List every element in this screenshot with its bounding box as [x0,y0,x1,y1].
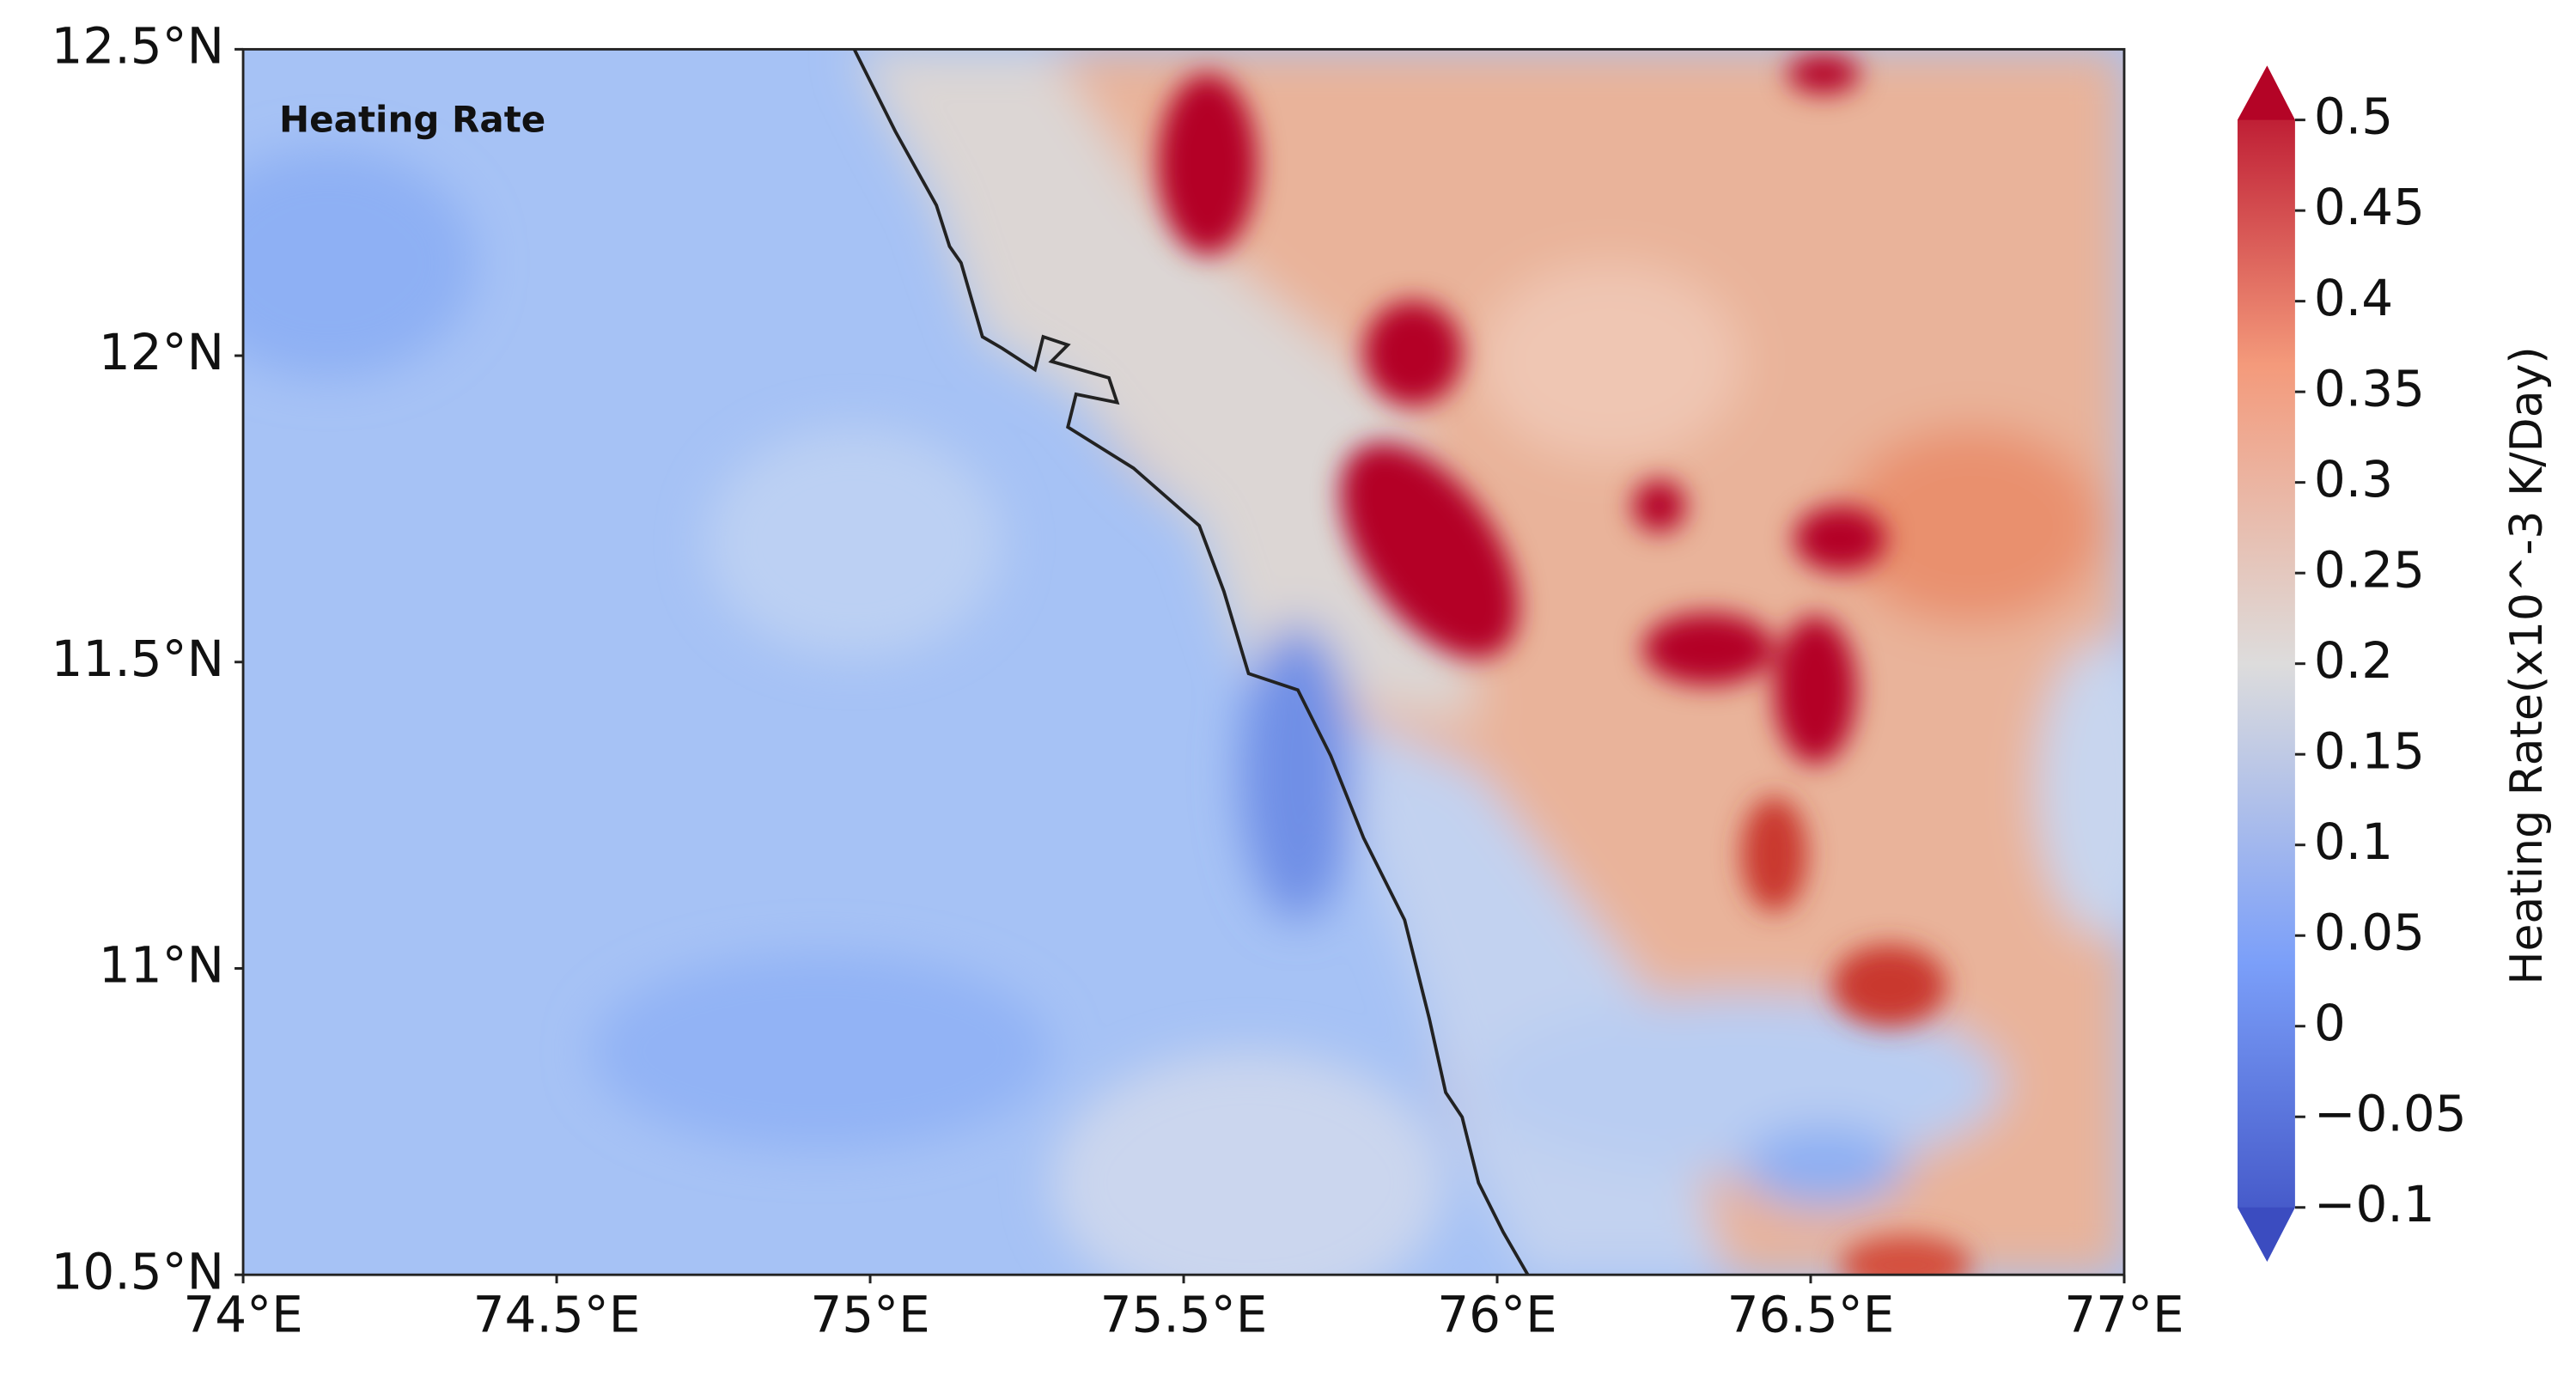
colorbar-tick-label: 0.4 [2314,269,2393,327]
x-tick-label: 77°E [2064,1285,2183,1343]
colorbar-tick-label: −0.1 [2314,1175,2435,1233]
colorbar-tick-label: 0 [2314,994,2346,1052]
y-tick-label: 10.5°N [52,1242,225,1300]
colorbar-label: Heating Rate(x10^-3 K/Day) [2501,346,2553,984]
x-tick-label: 74°E [183,1285,302,1343]
x-tick-label: 75.5°E [1100,1285,1268,1343]
x-tick-label: 74.5°E [473,1285,641,1343]
y-tick-label: 12.5°N [52,16,225,75]
colorbar-tick-label: 0.45 [2314,178,2425,236]
colorbar-tick-label: 0.3 [2314,450,2393,508]
map-field [241,47,2295,1276]
y-tick-label: 12°N [99,323,224,381]
x-tick-label: 76.5°E [1727,1285,1895,1343]
y-tick-label: 11.5°N [52,630,225,688]
colorbar-tick-label: 0.2 [2314,631,2393,690]
colorbar-tick-label: 0.1 [2314,813,2393,871]
colorbar-tick-label: 0.05 [2314,903,2425,961]
x-tick-label: 76°E [1437,1285,1556,1343]
colorbar-tick-label: 0.25 [2314,540,2425,599]
colorbar-tick-label: −0.05 [2314,1084,2467,1142]
y-tick-label: 11°N [99,936,224,995]
colorbar-tick-label: 0.35 [2314,359,2425,417]
chart-title: Heating Rate [279,99,545,141]
colorbar-tick-label: 0.15 [2314,721,2425,780]
x-tick-label: 75°E [810,1285,929,1343]
colorbar-tick-label: 0.5 [2314,88,2393,146]
